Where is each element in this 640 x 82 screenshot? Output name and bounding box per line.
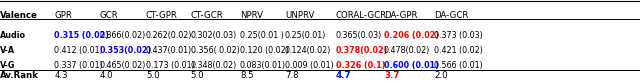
Text: 2.0: 2.0 bbox=[434, 71, 447, 80]
Text: 4.0: 4.0 bbox=[99, 71, 113, 80]
Text: 0.206 (0.02): 0.206 (0.02) bbox=[384, 31, 439, 40]
Text: V-G: V-G bbox=[0, 61, 15, 70]
Text: CORAL-GCR: CORAL-GCR bbox=[336, 11, 387, 20]
Text: CT-GCR: CT-GCR bbox=[191, 11, 223, 20]
Text: 0.315 (0.02): 0.315 (0.02) bbox=[54, 31, 109, 40]
Text: Valence: Valence bbox=[0, 11, 38, 20]
Text: DA-GCR: DA-GCR bbox=[434, 11, 468, 20]
Text: 0.365(0.03): 0.365(0.03) bbox=[336, 31, 382, 40]
Text: DA-GPR: DA-GPR bbox=[384, 11, 417, 20]
Text: UNPRV: UNPRV bbox=[285, 11, 314, 20]
Text: 0.25(0.01): 0.25(0.01) bbox=[285, 31, 326, 40]
Text: GCR: GCR bbox=[99, 11, 118, 20]
Text: 0.421 (0.02): 0.421 (0.02) bbox=[434, 46, 483, 55]
Text: GPR: GPR bbox=[54, 11, 72, 20]
Text: 0.465(0.02): 0.465(0.02) bbox=[99, 61, 145, 70]
Text: 0.009 (0.01): 0.009 (0.01) bbox=[285, 61, 333, 70]
Text: V-A: V-A bbox=[0, 46, 15, 55]
Text: Audio: Audio bbox=[0, 31, 26, 40]
Text: 5.0: 5.0 bbox=[191, 71, 204, 80]
Text: 0.326 (0.1): 0.326 (0.1) bbox=[336, 61, 385, 70]
Text: 0.173 (0.01): 0.173 (0.01) bbox=[146, 61, 195, 70]
Text: CT-GPR: CT-GPR bbox=[146, 11, 178, 20]
Text: 0.083(0.01): 0.083(0.01) bbox=[240, 61, 286, 70]
Text: Av.Rank: Av.Rank bbox=[0, 71, 39, 80]
Text: 3.7: 3.7 bbox=[384, 71, 399, 80]
Text: 0.25(0.01 ): 0.25(0.01 ) bbox=[240, 31, 284, 40]
Text: 8.5: 8.5 bbox=[240, 71, 253, 80]
Text: 0.262(0.02): 0.262(0.02) bbox=[146, 31, 193, 40]
Text: 0.366(0.02): 0.366(0.02) bbox=[99, 31, 145, 40]
Text: 0.373 (0.03): 0.373 (0.03) bbox=[434, 31, 483, 40]
Text: 0.356( 0.02): 0.356( 0.02) bbox=[191, 46, 239, 55]
Text: 0.353(0.02): 0.353(0.02) bbox=[99, 46, 152, 55]
Text: 5.0: 5.0 bbox=[146, 71, 159, 80]
Text: 0.566 (0.01): 0.566 (0.01) bbox=[434, 61, 483, 70]
Text: 0.378(0.02): 0.378(0.02) bbox=[336, 46, 388, 55]
Text: 0.124(0.02): 0.124(0.02) bbox=[285, 46, 331, 55]
Text: 4.3: 4.3 bbox=[54, 71, 68, 80]
Text: 0.348(0.02): 0.348(0.02) bbox=[191, 61, 237, 70]
Text: 0.302(0.03): 0.302(0.03) bbox=[191, 31, 237, 40]
Text: 0.478(0.02): 0.478(0.02) bbox=[384, 46, 430, 55]
Text: 0.600 (0.01): 0.600 (0.01) bbox=[384, 61, 439, 70]
Text: 0.120 (0.02): 0.120 (0.02) bbox=[240, 46, 289, 55]
Text: 0.437(0.01): 0.437(0.01) bbox=[146, 46, 192, 55]
Text: NPRV: NPRV bbox=[240, 11, 263, 20]
Text: 7.8: 7.8 bbox=[285, 71, 298, 80]
Text: 0.337 (0.01): 0.337 (0.01) bbox=[54, 61, 103, 70]
Text: 0.412 (0.01): 0.412 (0.01) bbox=[54, 46, 103, 55]
Text: 4.7: 4.7 bbox=[336, 71, 351, 80]
